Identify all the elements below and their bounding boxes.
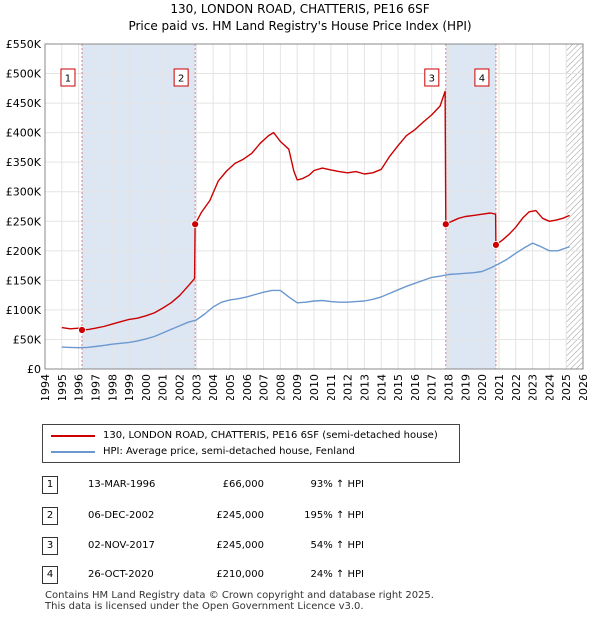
legend-swatch-property <box>51 435 95 437</box>
x-tick-label: 2001 <box>157 374 170 400</box>
chart-title: 130, LONDON ROAD, CHATTERIS, PE16 6SF <box>170 2 430 16</box>
sale-label-box-4 <box>474 68 490 87</box>
x-tick-label: 2008 <box>274 374 287 400</box>
sale-label-box-1 <box>60 68 76 87</box>
sale-label-3: 3 <box>429 74 435 85</box>
sale-label-2: 2 <box>178 74 184 85</box>
y-tick-label: £50K <box>13 333 42 346</box>
y-tick-label: £150K <box>6 274 42 287</box>
transaction-date: 02-NOV-2017 <box>88 540 155 551</box>
x-tick-label: 2009 <box>291 374 304 400</box>
y-tick-label: £0 <box>27 363 41 376</box>
sale-label-box-3 <box>424 68 440 87</box>
transaction-price: £210,000 <box>216 569 264 580</box>
x-tick-label: 1997 <box>89 374 102 400</box>
x-tick-label: 2021 <box>493 374 506 400</box>
x-tick-label: 2003 <box>190 374 203 400</box>
x-tick-label: 2013 <box>358 374 371 400</box>
chart-subtitle: Price paid vs. HM Land Registry's House … <box>128 19 472 33</box>
hpi-line <box>61 242 570 349</box>
transaction-hpi: 93% ↑ HPI <box>310 479 364 490</box>
transaction-row: 4 26-OCT-2020 £210,000 24% ↑ HPI <box>42 566 462 584</box>
sale-point-4 <box>492 241 500 249</box>
y-tick-label: £500K <box>6 68 42 81</box>
sale-point-1 <box>78 326 86 334</box>
plot-frame <box>44 43 584 370</box>
transaction-row: 1 13-MAR-1996 £66,000 93% ↑ HPI <box>42 476 462 494</box>
x-tick-label: 2005 <box>224 374 237 400</box>
x-tick-label: 2002 <box>174 374 187 400</box>
y-tick-label: £400K <box>6 127 42 140</box>
x-tick-label: 2006 <box>241 374 254 400</box>
y-tick-label: £550K <box>6 38 42 51</box>
transaction-number: 4 <box>42 566 58 584</box>
transaction-number: 3 <box>42 537 58 555</box>
x-tick-label: 2016 <box>409 374 422 400</box>
transaction-number: 2 <box>42 507 58 525</box>
x-tick-label: 1999 <box>123 374 136 400</box>
y-tick-label: £100K <box>6 304 42 317</box>
x-tick-label: 1994 <box>39 374 52 400</box>
transaction-hpi: 54% ↑ HPI <box>310 540 364 551</box>
transaction-date: 06-DEC-2002 <box>88 510 155 521</box>
legend: 130, LONDON ROAD, CHATTERIS, PE16 6SF (s… <box>42 424 460 463</box>
x-tick-label: 2025 <box>560 374 573 400</box>
x-tick-label: 1995 <box>56 374 69 400</box>
x-tick-label: 2018 <box>443 374 456 400</box>
sale-label-4: 4 <box>479 74 485 85</box>
x-tick-label: 2000 <box>140 374 153 400</box>
property-price-line <box>61 90 570 331</box>
transaction-number: 1 <box>42 476 58 494</box>
y-tick-label: £200K <box>6 245 42 258</box>
legend-label-property: 130, LONDON ROAD, CHATTERIS, PE16 6SF (s… <box>103 430 438 441</box>
x-tick-label: 2024 <box>543 374 556 400</box>
x-tick-label: 2011 <box>325 374 338 400</box>
x-tick-label: 2014 <box>375 374 388 400</box>
sale-point-2 <box>191 220 200 229</box>
x-tick-label: 2015 <box>392 374 405 400</box>
footer-copyright: Contains HM Land Registry data © Crown c… <box>45 590 434 601</box>
x-tick-label: 2007 <box>258 374 271 400</box>
transaction-hpi: 195% ↑ HPI <box>304 510 364 521</box>
sale-point-3 <box>441 220 450 229</box>
transaction-date: 13-MAR-1996 <box>88 479 156 490</box>
x-tick-label: 2004 <box>207 374 220 400</box>
x-tick-label: 2017 <box>426 374 439 400</box>
sale-label-1: 1 <box>65 74 71 85</box>
x-tick-label: 1998 <box>106 374 119 400</box>
transaction-price: £245,000 <box>216 540 264 551</box>
x-tick-label: 2019 <box>459 374 472 400</box>
transaction-price: £245,000 <box>216 510 264 521</box>
y-tick-label: £350K <box>6 156 42 169</box>
price-chart: 1 2 3 4 £0 £50K £100K £150K £200K £250K £300K £350K… <box>6 38 590 400</box>
x-tick-label: 2020 <box>476 374 489 400</box>
transaction-row: 3 02-NOV-2017 £245,000 54% ↑ HPI <box>42 537 462 555</box>
transaction-date: 26-OCT-2020 <box>88 569 154 580</box>
x-tick-label: 2012 <box>342 374 355 400</box>
sale-label-box-2 <box>173 68 189 87</box>
legend-swatch-hpi <box>51 451 95 453</box>
footer-licence: This data is licensed under the Open Gov… <box>45 601 364 612</box>
x-tick-label: 2010 <box>308 374 321 400</box>
hatched-forecast-area <box>566 44 583 369</box>
legend-label-hpi: HPI: Average price, semi-detached house,… <box>103 446 355 457</box>
x-tick-label: 2022 <box>510 374 523 400</box>
y-tick-label: £250K <box>6 215 42 228</box>
y-tick-label: £450K <box>6 97 42 110</box>
y-tick-label: £300K <box>6 186 42 199</box>
x-tick-label: 1996 <box>73 374 86 400</box>
transaction-row: 2 06-DEC-2002 £245,000 195% ↑ HPI <box>42 507 462 525</box>
x-tick-label: 2023 <box>527 374 540 400</box>
shaded-range-1 <box>81 44 196 369</box>
x-tick-label: 2026 <box>577 374 590 400</box>
transaction-price: £66,000 <box>222 479 264 490</box>
shaded-range-2 <box>445 44 496 369</box>
transaction-hpi: 24% ↑ HPI <box>310 569 364 580</box>
